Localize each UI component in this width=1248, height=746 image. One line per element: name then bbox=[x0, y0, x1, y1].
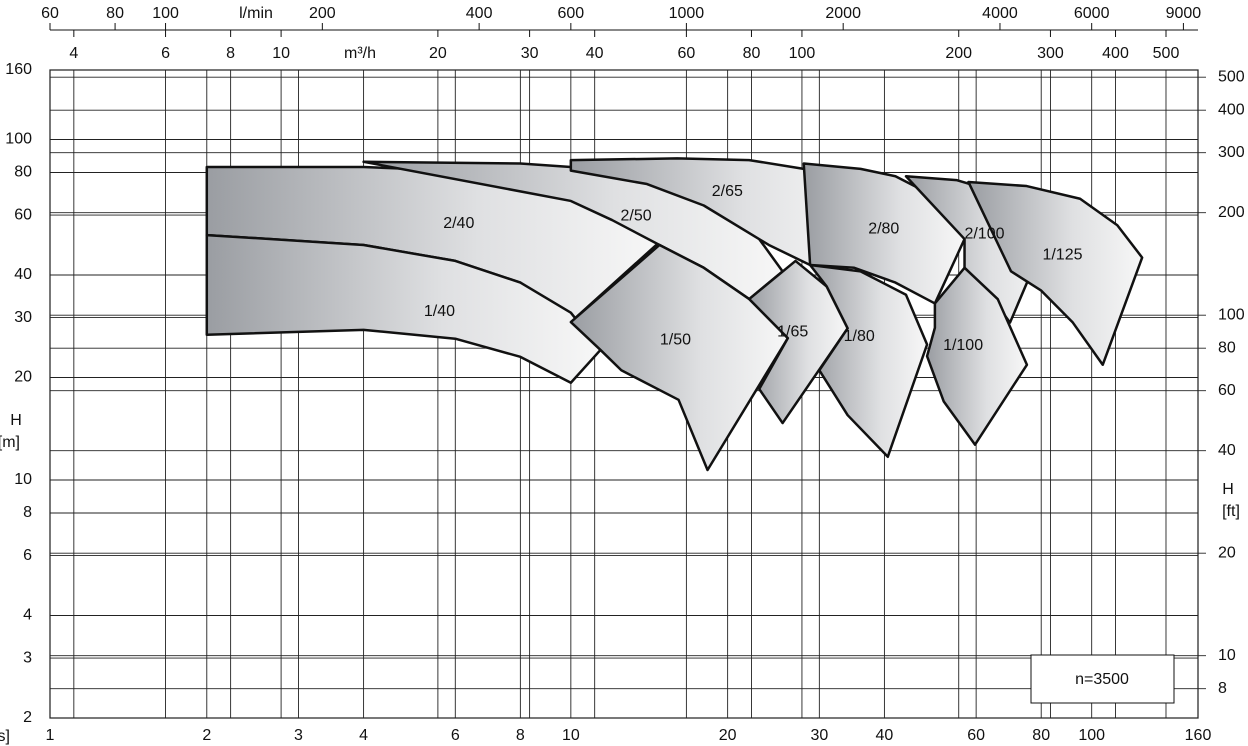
annotation: n=3500 bbox=[1075, 671, 1129, 688]
y2-tick-label: 300 bbox=[1218, 144, 1245, 161]
x3-tick-label: 200 bbox=[945, 45, 972, 62]
x-tick-label: 8 bbox=[516, 727, 525, 744]
x3-tick-label: 500 bbox=[1153, 45, 1180, 62]
x-tick-label: 10 bbox=[562, 727, 580, 744]
region-label: 1/50 bbox=[660, 331, 691, 348]
pump-region bbox=[808, 263, 929, 459]
x-tick-label: 3 bbox=[294, 727, 303, 744]
y2-tick-label: 40 bbox=[1218, 442, 1236, 459]
x2-tick-label: 6000 bbox=[1074, 5, 1110, 22]
y2-tick-label: 8 bbox=[1218, 680, 1227, 697]
y2-tick-label: 60 bbox=[1218, 382, 1236, 399]
x2-tick-label: 1000 bbox=[669, 5, 705, 22]
x-tick-label: 160 bbox=[1185, 727, 1212, 744]
x2-tick-label: 9000 bbox=[1166, 5, 1202, 22]
x-tick-label: 80 bbox=[1032, 727, 1050, 744]
regions: 2/40 1/40 2/50 1/50 2/65 1/65 2/80 1/80 2/100 1/1… bbox=[205, 157, 1144, 472]
y2-tick-label: 100 bbox=[1218, 306, 1245, 323]
x2-tick-label: 400 bbox=[466, 5, 493, 22]
pump-region bbox=[802, 162, 966, 305]
region-label: 1/80 bbox=[844, 328, 875, 345]
x2-tick-label: 4000 bbox=[982, 5, 1018, 22]
x-tick-label: 30 bbox=[810, 727, 828, 744]
pump-region bbox=[967, 180, 1144, 367]
x-tick-label: 2 bbox=[202, 727, 211, 744]
y-tick-label: 8 bbox=[23, 504, 32, 521]
x2-label: l/min bbox=[239, 5, 273, 22]
x2-tick-label: 600 bbox=[557, 5, 584, 22]
y-tick-label: 6 bbox=[23, 547, 32, 564]
x-tick-label: 20 bbox=[719, 727, 737, 744]
x3-tick-label: 60 bbox=[677, 45, 695, 62]
y-tick-label: 40 bbox=[14, 266, 32, 283]
x3-tick-label: 30 bbox=[521, 45, 539, 62]
x-tick-label: 4 bbox=[359, 727, 368, 744]
x3-tick-label: 40 bbox=[586, 45, 604, 62]
x3-tick-label: 300 bbox=[1037, 45, 1064, 62]
region-label: 2/65 bbox=[712, 183, 743, 200]
y-unit: [m] bbox=[0, 434, 20, 451]
y-tick-label: 80 bbox=[14, 164, 32, 181]
y-label: H bbox=[10, 412, 22, 429]
y-tick-label: 60 bbox=[14, 206, 32, 223]
x-tick-label: 1 bbox=[46, 727, 55, 744]
x2-tick-label: 80 bbox=[106, 5, 124, 22]
y2-unit: [ft] bbox=[1222, 503, 1240, 520]
y-tick-label: 4 bbox=[23, 607, 32, 624]
x3-tick-label: 20 bbox=[429, 45, 447, 62]
y-tick-label: 30 bbox=[14, 309, 32, 326]
y2-tick-label: 500 bbox=[1218, 68, 1245, 85]
x2-tick-label: 2000 bbox=[825, 5, 861, 22]
y2-tick-label: 200 bbox=[1218, 204, 1245, 221]
x-tick-label: 60 bbox=[967, 727, 985, 744]
region-label: 1/65 bbox=[777, 323, 808, 340]
x-tick-label: 100 bbox=[1078, 727, 1105, 744]
pump-region bbox=[925, 266, 1029, 446]
x2-tick-label: 60 bbox=[41, 5, 59, 22]
x3-tick-label: 100 bbox=[789, 45, 816, 62]
y2-label: H bbox=[1222, 481, 1234, 498]
x-tick-label: 6 bbox=[451, 727, 460, 744]
y-tick-label: 2 bbox=[23, 709, 32, 726]
x3-tick-label: 80 bbox=[743, 45, 761, 62]
x3-tick-label: 8 bbox=[226, 45, 235, 62]
x3-label: m³/h bbox=[344, 45, 376, 62]
annotation-box bbox=[1030, 654, 1175, 704]
x3-tick-label: 10 bbox=[272, 45, 290, 62]
region-label: 2/80 bbox=[868, 220, 899, 237]
y-tick-label: 10 bbox=[14, 471, 32, 488]
x3-tick-label: 4 bbox=[69, 45, 78, 62]
y-tick-label: 20 bbox=[14, 369, 32, 386]
x2-tick-label: 100 bbox=[152, 5, 179, 22]
region-label: 2/40 bbox=[443, 215, 474, 232]
x-tick-label: 40 bbox=[876, 727, 894, 744]
y-tick-label: 160 bbox=[5, 61, 32, 78]
y2-tick-label: 400 bbox=[1218, 101, 1245, 118]
pump-region bbox=[747, 259, 849, 425]
x3-tick-label: 400 bbox=[1102, 45, 1129, 62]
region-label: 1/40 bbox=[424, 303, 455, 320]
pump-region bbox=[205, 233, 602, 385]
y-tick-label: 3 bbox=[23, 649, 32, 666]
x2-tick-label: 200 bbox=[309, 5, 336, 22]
y-tick-label: 100 bbox=[5, 131, 32, 148]
y2-tick-label: 20 bbox=[1218, 544, 1236, 561]
y2-tick-label: 10 bbox=[1218, 647, 1236, 664]
region-label: 2/100 bbox=[964, 225, 1004, 242]
region-label: 2/50 bbox=[620, 207, 651, 224]
x3-tick-label: 6 bbox=[161, 45, 170, 62]
region-label: 1/125 bbox=[1042, 247, 1082, 264]
y2-tick-label: 80 bbox=[1218, 339, 1236, 356]
region-label: 1/100 bbox=[943, 337, 983, 354]
x-label: [l/s] bbox=[0, 728, 10, 745]
